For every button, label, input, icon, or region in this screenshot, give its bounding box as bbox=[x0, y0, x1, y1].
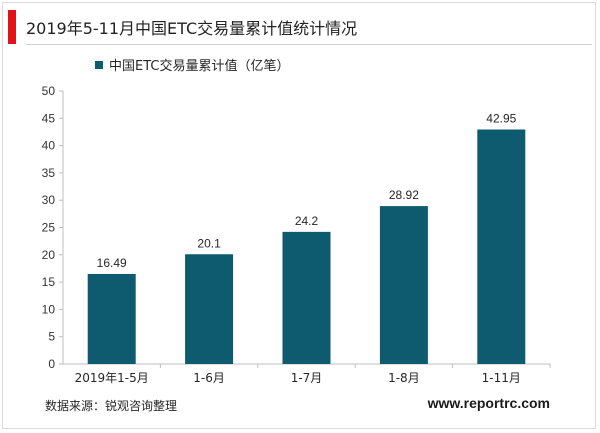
bar bbox=[87, 273, 136, 364]
data-label: 42.95 bbox=[486, 111, 516, 125]
y-tick-label: 50 bbox=[42, 84, 56, 98]
bar bbox=[185, 254, 234, 364]
title-accent-bar bbox=[8, 10, 16, 44]
y-tick-label: 45 bbox=[42, 111, 56, 125]
y-tick-label: 40 bbox=[42, 139, 56, 153]
x-tick-label: 1-7月 bbox=[291, 371, 323, 385]
x-tick-label: 2019年1-5月 bbox=[75, 371, 149, 385]
data-source-note: 数据来源：锐观咨询整理 bbox=[45, 399, 178, 413]
x-tick-label: 1-8月 bbox=[388, 371, 420, 385]
chart-title: 2019年5-11月中国ETC交易量累计值统计情况 bbox=[26, 19, 358, 38]
brand-url: www.reportrc.com bbox=[427, 395, 550, 411]
data-label: 20.1 bbox=[197, 236, 221, 250]
data-label: 16.49 bbox=[97, 256, 127, 270]
data-label: 24.2 bbox=[295, 214, 319, 228]
y-tick-label: 15 bbox=[42, 275, 56, 289]
bar bbox=[379, 206, 428, 364]
bar bbox=[477, 129, 526, 364]
x-tick-label: 1-6月 bbox=[193, 371, 225, 385]
y-tick-label: 35 bbox=[42, 166, 56, 180]
bar bbox=[282, 231, 331, 364]
y-tick-label: 30 bbox=[42, 193, 56, 207]
legend: 中国ETC交易量累计值（亿笔） bbox=[95, 55, 289, 74]
title-divider bbox=[26, 44, 592, 45]
y-tick-label: 25 bbox=[42, 221, 56, 235]
y-tick-label: 10 bbox=[42, 302, 56, 316]
y-tick-label: 0 bbox=[48, 357, 55, 371]
data-label: 28.92 bbox=[389, 188, 419, 202]
y-tick-label: 20 bbox=[42, 248, 56, 262]
legend-swatch bbox=[95, 60, 103, 69]
legend-label: 中国ETC交易量累计值（亿笔） bbox=[109, 59, 290, 74]
x-tick-label: 1-11月 bbox=[482, 371, 521, 385]
y-tick-label: 5 bbox=[48, 330, 55, 344]
